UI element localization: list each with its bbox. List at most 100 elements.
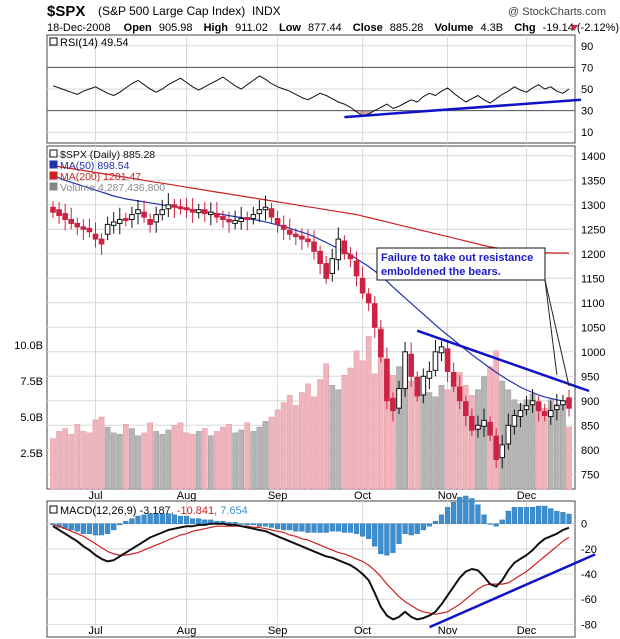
macd-histogram-bar [548,508,554,524]
macd-histogram-bar [554,510,560,524]
volume-bar [280,402,287,490]
x-tick-label-price: Nov [438,490,458,502]
header-open: 905.98 [159,22,193,34]
macd-histogram-bar [86,523,93,534]
macd-y-tick-label: -80 [581,619,597,631]
macd-histogram-bar [190,518,196,524]
candle-body [511,415,518,427]
candle-body [104,223,111,235]
volume-bar [390,374,396,490]
macd-histogram-bar [444,507,451,524]
candle-body [469,415,475,431]
volume-bar [195,431,202,490]
macd-histogram-bar [141,514,147,524]
macd-histogram-bar [536,505,542,524]
x-axis: Jul Jul Aug Aug Sep Sep Oct Oct Nov Nov Dec Dec [88,490,536,637]
resistance-trendline [416,329,590,393]
macd-line [52,522,570,621]
candle-body [153,214,159,223]
macd-histogram-bar [426,523,432,527]
candle-body [268,208,275,218]
candle-body [547,410,554,417]
volume-bar [189,434,196,490]
candle-body [554,405,560,411]
header-copyright: @ StockCharts.com [508,6,606,18]
macd-histogram-bar [523,507,530,524]
macd-y-tick-label: -60 [581,594,597,606]
macd-histogram-bar [317,523,323,533]
macd-histogram-bar [202,519,208,524]
candle-body [244,217,251,220]
candle-body [414,376,421,397]
volume-bar [438,385,445,490]
candle-body [305,238,311,243]
volume-bar [207,435,214,490]
volume-bar [450,376,457,490]
macd-histogram-bar [117,523,123,526]
x-tick-label-macd: Aug [177,625,197,637]
rsi-panel: 10 30 50 70 90 RSI(14) 49.54 [46,34,593,144]
macd-histogram-bar [511,507,517,524]
x-tick-label-price: Aug [177,490,197,502]
annotation: Failure to take out resistance emboldened… [376,247,570,387]
candle-body [201,209,208,215]
macd-legend-value: -3.187, [139,505,176,517]
rsi-trendline [344,98,582,119]
rsi-y-tick-label: 70 [581,62,593,74]
macd-histogram-bar [505,510,511,524]
macd-histogram-bar [238,523,244,525]
candle-body [171,204,178,208]
candle-body [116,219,123,224]
ma50-line [52,174,570,403]
macd-histogram-bar [366,523,372,539]
price-legend-label: Volume 4,287,436,800 [60,182,165,194]
candle-body [541,411,548,416]
volume-bar [177,422,184,490]
macd-histogram-bar [378,523,384,555]
candle-body [341,240,348,255]
macd-histogram-bar [147,513,153,524]
volume-bar [323,363,330,490]
x-tick-label-macd: Dec [517,625,537,637]
macd-histogram-bar [469,498,475,524]
candle-body [86,227,93,233]
price-legend-swatch [49,171,58,180]
macd-panel: 0 -20 -40 -60 -80 MACD(12,26,9) -3.187, -10.8… [46,495,597,638]
candle-body [463,401,469,416]
header-low: 877.44 [308,22,342,34]
macd-histogram-bar [92,523,99,536]
volume-tick-label: 2.5B [20,448,43,460]
rsi-y-tick-label: 90 [581,41,593,53]
x-tick-label-price: Jul [88,490,102,502]
macd-histogram-bar [262,523,269,527]
price-legend-swatch [49,182,58,191]
volume-bar [469,395,475,490]
candle-body [274,218,281,225]
candle-body [335,238,342,261]
annotation-pointer [544,279,558,375]
macd-histogram-bar [129,518,135,524]
candle-body [165,204,172,210]
candle-body [299,235,305,240]
macd-histogram-bar [499,519,505,524]
macd-histogram-bar [105,523,111,534]
header-volume-label: Volume [435,22,474,34]
rsi-y-tick-label: 50 [581,84,593,96]
price-y-tick-label: 1250 [581,224,605,236]
macd-histogram-bar [517,507,524,524]
price-y-tick-label: 1050 [581,322,605,334]
macd-histogram-bar [341,523,347,533]
volume-bar [359,360,366,490]
volume-bar [341,374,348,490]
candle-body [311,241,317,252]
macd-histogram-bar [438,514,445,524]
price-y-tick-label: 1350 [581,175,605,187]
volume-bar [244,422,251,490]
volume-bar [511,399,518,490]
candle-body [220,216,226,220]
macd-histogram-bar [353,523,360,534]
macd-histogram-bar [487,523,493,525]
macd-legend-label: MACD(12,26,9) -3.187, -10.841, 7.654 [60,505,248,517]
x-tick-label-macd: Oct [354,625,371,637]
volume-bar [414,389,421,490]
